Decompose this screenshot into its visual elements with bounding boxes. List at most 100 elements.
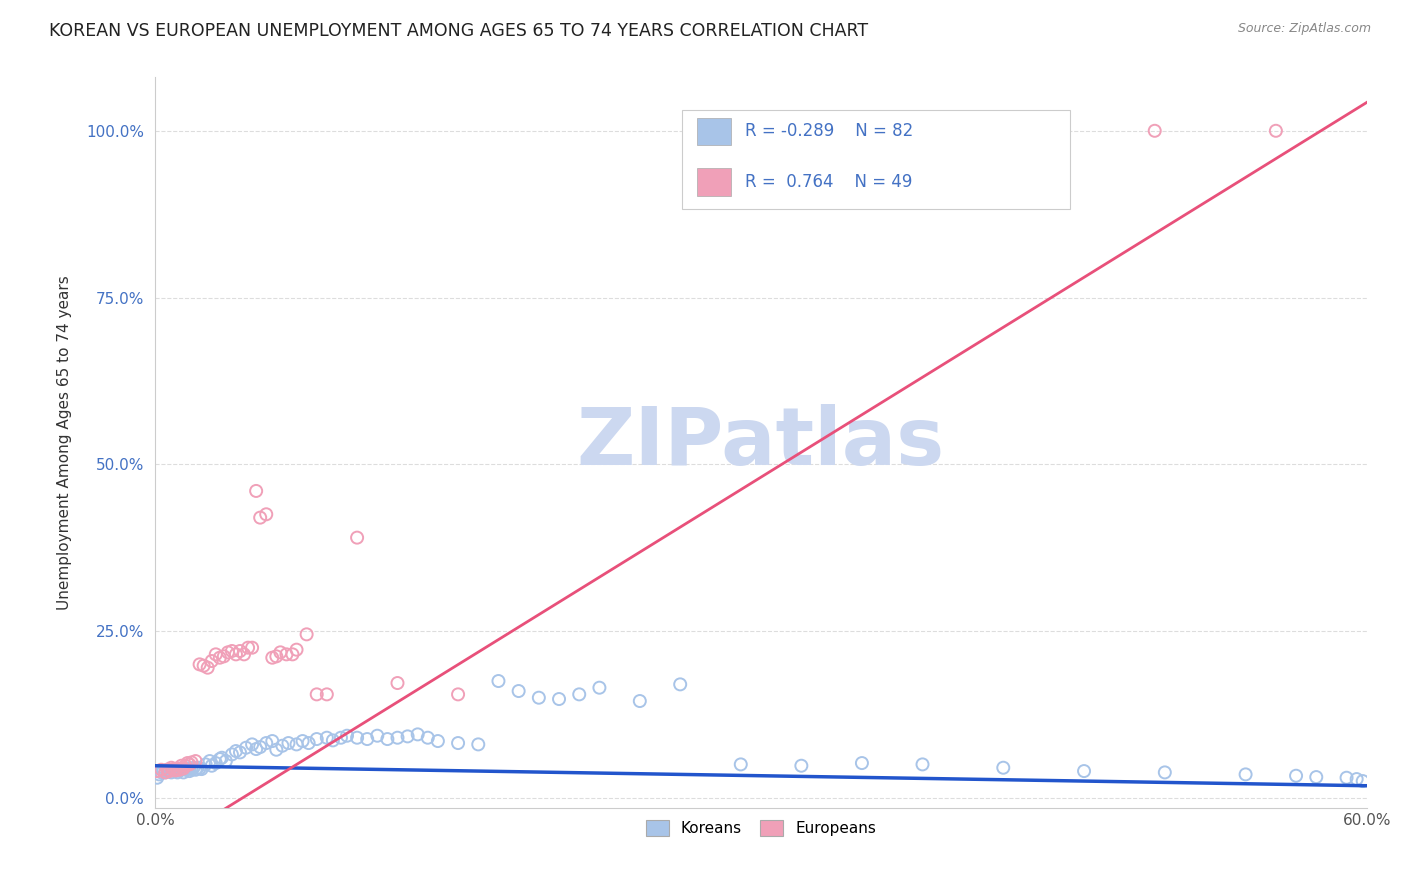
Point xyxy=(150,763,173,777)
Point xyxy=(315,731,337,745)
Point xyxy=(295,627,318,641)
Point xyxy=(148,767,170,781)
Point xyxy=(156,763,179,777)
Point xyxy=(305,687,328,701)
Point xyxy=(508,684,530,698)
Point xyxy=(298,736,321,750)
Point xyxy=(329,731,352,745)
Point xyxy=(1351,774,1374,789)
Point xyxy=(176,761,198,775)
Point xyxy=(548,692,571,706)
Point xyxy=(262,650,284,665)
Point xyxy=(447,687,470,701)
Point xyxy=(447,736,470,750)
Point xyxy=(266,742,288,756)
Y-axis label: Unemployment Among Ages 65 to 74 years: Unemployment Among Ages 65 to 74 years xyxy=(58,276,72,610)
Point xyxy=(527,690,550,705)
Point xyxy=(467,738,489,752)
Point xyxy=(387,731,409,745)
Text: KOREAN VS EUROPEAN UNEMPLOYMENT AMONG AGES 65 TO 74 YEARS CORRELATION CHART: KOREAN VS EUROPEAN UNEMPLOYMENT AMONG AG… xyxy=(49,22,869,40)
FancyBboxPatch shape xyxy=(697,118,731,145)
Point xyxy=(254,508,277,522)
Point xyxy=(170,761,193,775)
Point xyxy=(249,740,271,755)
Point xyxy=(229,745,252,759)
Point xyxy=(820,124,842,138)
Point xyxy=(568,687,591,701)
Point xyxy=(851,756,873,770)
Point xyxy=(245,742,267,756)
Point xyxy=(281,648,304,662)
Point xyxy=(377,732,399,747)
Point xyxy=(165,764,187,778)
Point xyxy=(165,764,187,778)
Point xyxy=(188,761,211,775)
Point xyxy=(152,764,174,778)
FancyBboxPatch shape xyxy=(697,168,731,195)
Text: ZIPatlas: ZIPatlas xyxy=(576,403,945,482)
Point xyxy=(176,756,198,770)
Point xyxy=(221,644,243,658)
Point xyxy=(212,649,235,664)
Point xyxy=(174,763,197,777)
Point xyxy=(277,736,299,750)
Point xyxy=(208,752,231,766)
Point xyxy=(1264,124,1286,138)
Point xyxy=(155,765,177,780)
Point xyxy=(271,739,294,753)
Point xyxy=(266,649,288,664)
Point xyxy=(669,677,692,691)
Point xyxy=(315,687,337,701)
Point xyxy=(194,757,217,772)
Point xyxy=(1234,767,1257,781)
Point xyxy=(157,764,180,778)
Point xyxy=(150,765,173,780)
Point xyxy=(157,764,180,778)
Point xyxy=(160,765,183,780)
Point xyxy=(217,645,239,659)
Point xyxy=(183,761,205,775)
Point xyxy=(406,727,429,741)
Point xyxy=(225,744,247,758)
Point xyxy=(166,761,188,775)
Point xyxy=(285,738,308,752)
Point xyxy=(1346,772,1368,786)
Point xyxy=(215,754,238,768)
Point xyxy=(396,730,419,744)
Point xyxy=(166,765,188,780)
Point xyxy=(628,694,651,708)
Point xyxy=(488,673,510,688)
Point xyxy=(911,757,934,772)
Point xyxy=(188,657,211,672)
Point xyxy=(193,658,215,673)
Point xyxy=(291,734,314,748)
Point xyxy=(416,731,439,745)
Point xyxy=(162,763,184,777)
Point xyxy=(190,762,212,776)
Point xyxy=(356,732,378,747)
Point xyxy=(169,764,191,778)
Point xyxy=(179,757,201,772)
Point xyxy=(1305,770,1327,784)
Point xyxy=(179,764,201,778)
Point xyxy=(198,754,221,768)
Point xyxy=(387,676,409,690)
Point xyxy=(146,764,169,778)
Text: R = -0.289    N = 82: R = -0.289 N = 82 xyxy=(745,122,914,140)
Text: Source: ZipAtlas.com: Source: ZipAtlas.com xyxy=(1237,22,1371,36)
Point xyxy=(1285,769,1308,783)
Point xyxy=(174,758,197,772)
Point xyxy=(180,762,202,776)
Point xyxy=(160,761,183,775)
Point xyxy=(240,640,263,655)
Point xyxy=(172,765,194,780)
Point xyxy=(993,761,1015,775)
Point xyxy=(269,645,291,659)
Point xyxy=(322,733,344,747)
Point xyxy=(184,763,207,777)
Point xyxy=(236,640,259,655)
Point xyxy=(204,648,226,662)
Legend: Koreans, Europeans: Koreans, Europeans xyxy=(638,813,884,844)
Point xyxy=(285,642,308,657)
Point xyxy=(1143,124,1166,138)
